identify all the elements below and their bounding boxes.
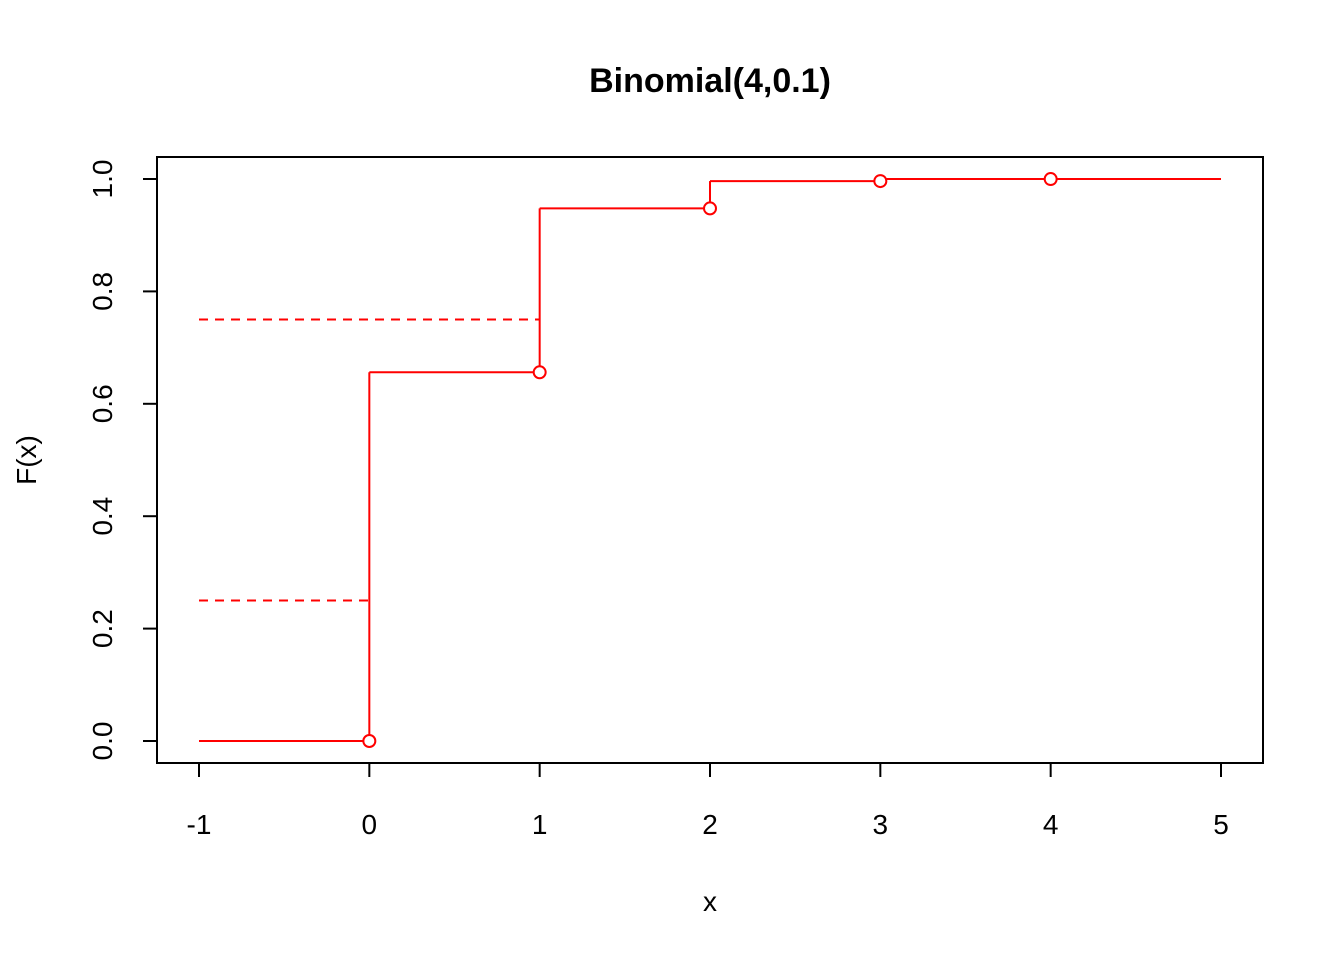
y-tick-label: 1.0 <box>87 160 118 199</box>
x-tick-label: -1 <box>187 809 212 840</box>
y-tick-label: 0.8 <box>87 272 118 311</box>
open-points <box>362 172 1058 748</box>
x-tick-label: 3 <box>873 809 889 840</box>
x-axis: -1 0 1 2 3 4 5 <box>187 762 1229 840</box>
y-tick-label: 0.2 <box>87 609 118 648</box>
plot-frame <box>156 156 1264 764</box>
x-tick-label: 2 <box>702 809 718 840</box>
y-tick-label: 0.6 <box>87 384 118 423</box>
y-axis-label: F(x) <box>11 435 42 485</box>
x-axis-label: x <box>703 886 717 917</box>
x-tick-label: 5 <box>1213 809 1229 840</box>
x-tick-label: 0 <box>362 809 378 840</box>
data-point <box>532 365 547 380</box>
step-series <box>199 178 1221 742</box>
x-tick-label: 1 <box>532 809 548 840</box>
x-tick-label: 4 <box>1043 809 1059 840</box>
data-point <box>703 201 717 216</box>
y-tick-label: 0.0 <box>87 722 118 761</box>
y-tick-label: 0.4 <box>87 497 118 536</box>
chart-title: Binomial(4,0.1) <box>589 62 831 100</box>
y-axis: 0.0 0.2 0.4 0.6 0.8 1.0 <box>87 160 158 761</box>
data-point <box>873 174 888 189</box>
data-point <box>1043 172 1058 187</box>
dashed-lines <box>199 318 540 602</box>
data-point <box>362 734 377 748</box>
